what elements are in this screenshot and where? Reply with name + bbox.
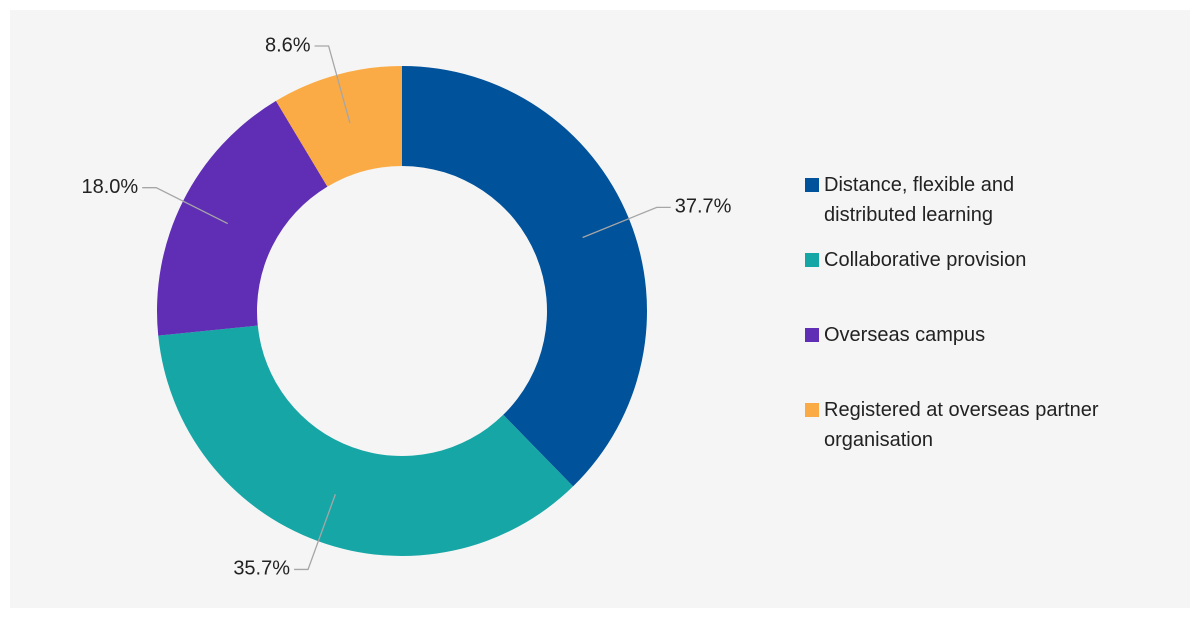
leader-line: [294, 494, 336, 571]
legend-item: Distance, flexible and distributed learn…: [805, 170, 1105, 230]
legend-label: Registered at overseas partner organisat…: [824, 399, 1099, 451]
donut-segment: [402, 66, 647, 487]
legend-item: Collaborative provision: [805, 245, 1105, 275]
donut-segment: [157, 100, 328, 336]
data-label: 18.0%: [81, 176, 138, 198]
leader-line: [582, 206, 671, 239]
legend-swatch: [805, 328, 819, 342]
legend-swatch: [805, 253, 819, 267]
data-label: 35.7%: [233, 558, 290, 580]
legend: Distance, flexible and distributed learn…: [805, 170, 1105, 455]
legend-label: Overseas campus: [824, 324, 986, 346]
legend-item: Overseas campus: [805, 320, 1105, 350]
leader-line: [142, 187, 228, 225]
donut-segment: [158, 325, 574, 556]
donut-segment: [275, 66, 402, 187]
leader-line: [314, 45, 351, 124]
legend-swatch: [805, 403, 819, 417]
legend-item: Registered at overseas partner organisat…: [805, 395, 1105, 455]
data-label: 37.7%: [675, 196, 732, 218]
legend-label: Collaborative provision: [824, 249, 1027, 271]
legend-swatch: [805, 178, 819, 192]
data-label: 8.6%: [265, 34, 311, 56]
legend-label: Distance, flexible and distributed learn…: [824, 174, 1015, 226]
